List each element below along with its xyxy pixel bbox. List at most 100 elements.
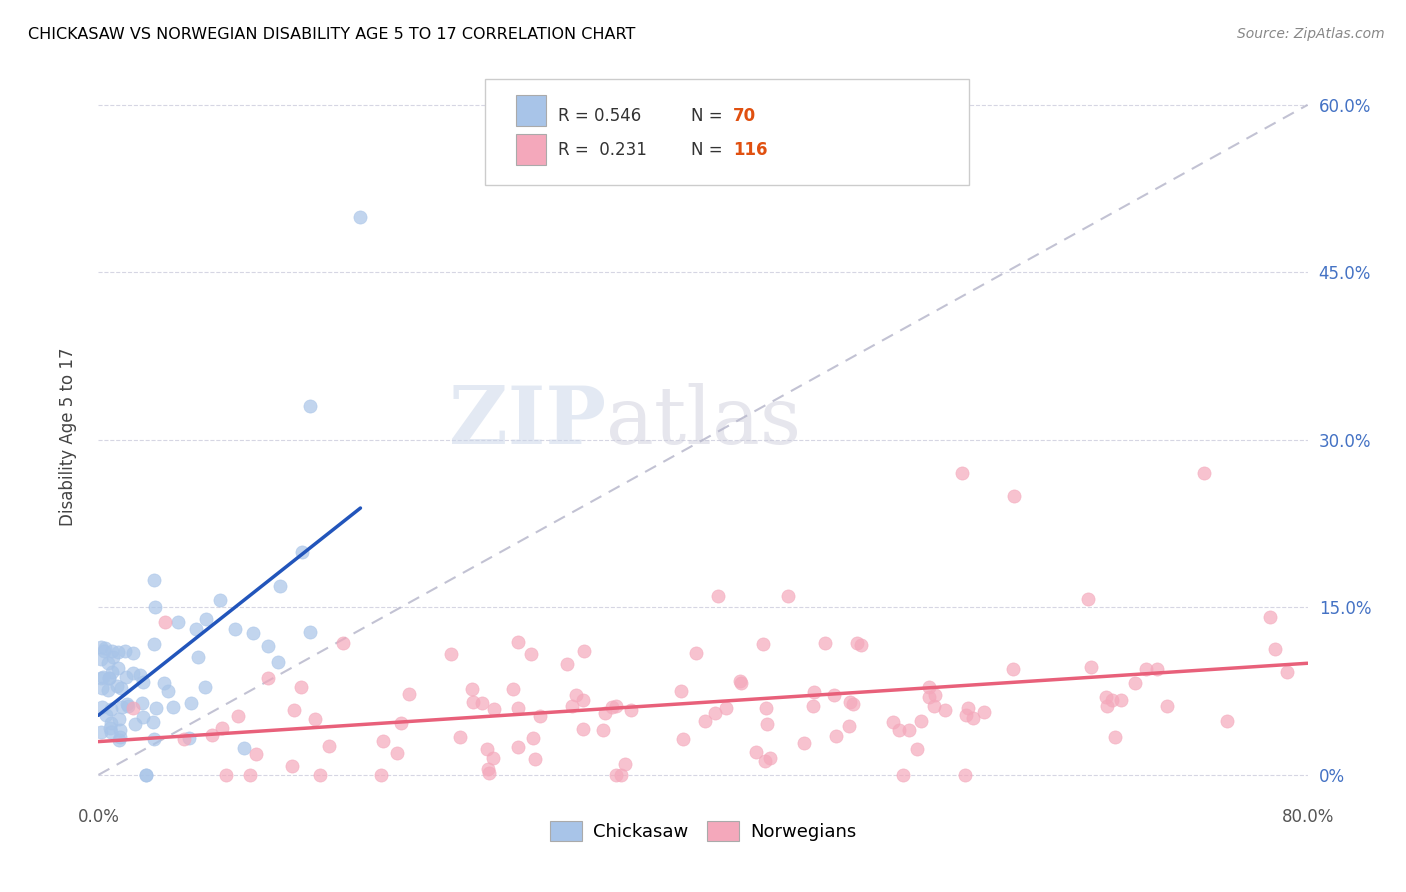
- Point: [194, 680, 217, 694]
- Text: R = 0.546: R = 0.546: [558, 107, 641, 125]
- Point: [187, 649, 209, 664]
- Point: [1080, 659, 1102, 673]
- Point: [299, 400, 322, 414]
- Point: [756, 717, 779, 731]
- Y-axis label: Disability Age 5 to 17: Disability Age 5 to 17: [59, 348, 77, 526]
- Point: [605, 768, 627, 782]
- Point: [132, 675, 155, 690]
- Point: [239, 768, 262, 782]
- Point: [108, 732, 131, 747]
- Point: [803, 684, 825, 698]
- Point: [201, 728, 224, 742]
- Point: [529, 709, 551, 723]
- Point: [461, 696, 484, 710]
- FancyBboxPatch shape: [485, 78, 969, 185]
- Point: [918, 680, 941, 694]
- Point: [1109, 693, 1132, 707]
- Point: [475, 742, 498, 756]
- Point: [461, 681, 484, 696]
- Point: [471, 696, 494, 710]
- Point: [889, 723, 911, 738]
- Point: [96, 682, 118, 697]
- Point: [143, 599, 166, 614]
- Point: [610, 768, 633, 782]
- Point: [613, 756, 636, 771]
- Point: [180, 696, 202, 710]
- Point: [672, 732, 695, 747]
- Point: [389, 715, 412, 730]
- Point: [332, 636, 354, 650]
- Point: [90, 725, 112, 739]
- Point: [267, 655, 290, 669]
- Point: [523, 752, 546, 766]
- Point: [801, 699, 824, 714]
- Text: R =  0.231: R = 0.231: [558, 141, 647, 159]
- Point: [950, 467, 973, 481]
- Point: [1101, 693, 1123, 707]
- Point: [97, 671, 120, 685]
- Point: [90, 652, 112, 666]
- Point: [101, 650, 124, 665]
- Point: [100, 715, 122, 730]
- FancyBboxPatch shape: [516, 135, 546, 165]
- Point: [115, 669, 138, 683]
- Point: [124, 716, 146, 731]
- Point: [669, 683, 692, 698]
- Point: [593, 706, 616, 720]
- Point: [905, 741, 928, 756]
- Point: [142, 637, 165, 651]
- Point: [605, 698, 627, 713]
- Point: [114, 644, 136, 658]
- Point: [91, 700, 114, 714]
- Point: [839, 695, 862, 709]
- Point: [1001, 662, 1024, 676]
- Point: [572, 644, 595, 658]
- Point: [291, 545, 314, 559]
- Point: [215, 768, 238, 782]
- Point: [707, 589, 730, 603]
- Point: [730, 676, 752, 690]
- Point: [132, 710, 155, 724]
- Point: [97, 656, 120, 670]
- Point: [793, 736, 815, 750]
- Point: [778, 589, 800, 603]
- Point: [91, 670, 114, 684]
- Point: [572, 692, 595, 706]
- Point: [245, 747, 267, 761]
- Point: [143, 731, 166, 746]
- Point: [110, 731, 132, 745]
- Point: [370, 768, 392, 782]
- Point: [823, 688, 845, 702]
- Text: 116: 116: [734, 141, 768, 159]
- Point: [1264, 642, 1286, 657]
- Point: [619, 703, 641, 717]
- Point: [934, 702, 956, 716]
- Point: [897, 723, 920, 737]
- Point: [122, 646, 145, 660]
- Text: N =: N =: [690, 141, 728, 159]
- Point: [131, 696, 153, 710]
- Point: [1123, 676, 1146, 690]
- Point: [506, 701, 529, 715]
- Point: [1192, 467, 1215, 481]
- Point: [228, 709, 250, 723]
- Point: [962, 711, 984, 725]
- Point: [1077, 592, 1099, 607]
- Point: [135, 768, 157, 782]
- Point: [173, 731, 195, 746]
- Point: [167, 615, 190, 630]
- Legend: Chickasaw, Norwegians: Chickasaw, Norwegians: [543, 814, 863, 848]
- Point: [891, 768, 914, 782]
- Point: [1215, 714, 1237, 729]
- Point: [283, 703, 305, 717]
- Point: [371, 734, 394, 748]
- Point: [555, 657, 578, 671]
- Point: [98, 721, 121, 735]
- Point: [1275, 665, 1298, 680]
- Point: [882, 715, 904, 730]
- Point: [211, 721, 233, 735]
- Point: [269, 579, 291, 593]
- Point: [242, 626, 264, 640]
- Point: [440, 647, 463, 661]
- Point: [484, 702, 506, 716]
